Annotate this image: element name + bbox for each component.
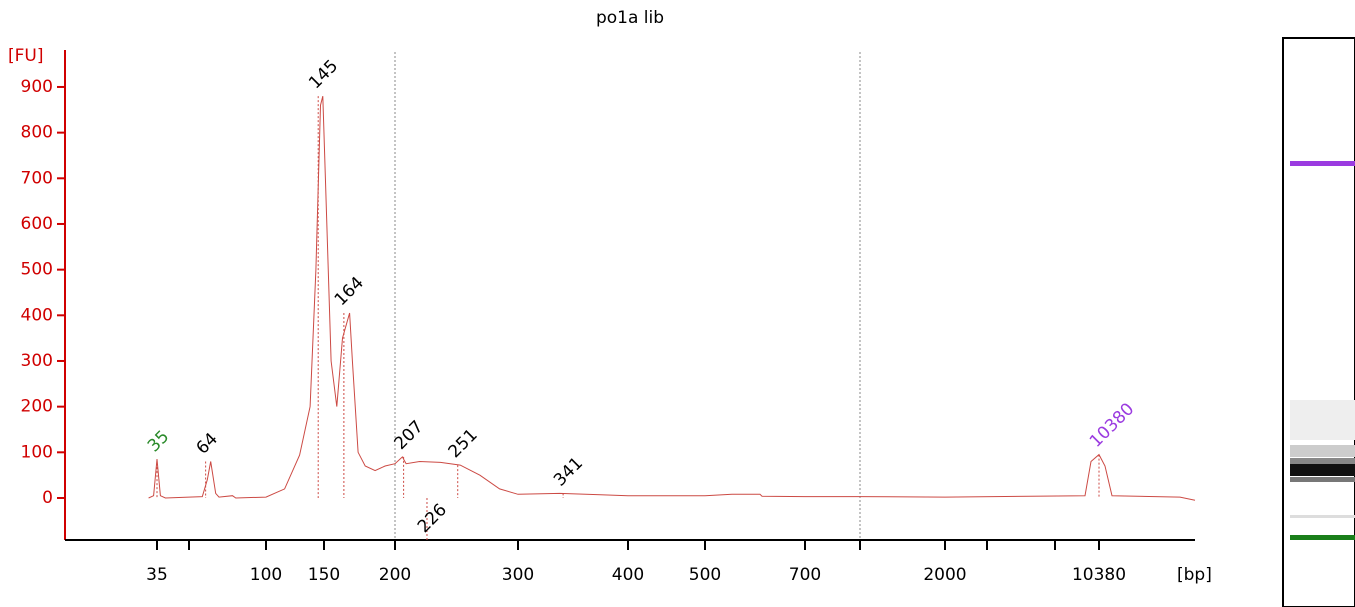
x-tick-label: 150 — [308, 565, 340, 585]
trace — [148, 95, 1196, 501]
y-tick-label: 700 — [21, 168, 53, 188]
peak-label: 64 — [193, 429, 222, 458]
peak-label: 226 — [414, 500, 451, 537]
y-tick-label: 500 — [21, 260, 53, 280]
y-tick-label: 300 — [21, 351, 53, 371]
chart-title: po1a lib — [596, 8, 664, 28]
y-tick-label: 600 — [21, 214, 53, 234]
x-tick-label: 10380 — [1072, 565, 1126, 585]
y-tick-label: 100 — [21, 442, 53, 462]
y-tick-label: 400 — [21, 305, 53, 325]
x-tick-label: 700 — [789, 565, 821, 585]
y-tick-label: 0 — [42, 488, 53, 508]
peak-label: 164 — [331, 273, 368, 310]
x-tick-label: 100 — [250, 565, 282, 585]
peak-label: 341 — [550, 453, 587, 490]
peak-label: 207 — [391, 417, 428, 454]
peak-label: 10380 — [1086, 399, 1138, 451]
y-tick-label: 200 — [21, 397, 53, 417]
x-tick-label: 35 — [146, 565, 168, 585]
x-axis-label: [bp] — [1177, 565, 1212, 585]
x-tick-label: 200 — [379, 565, 411, 585]
y-tick-label: 900 — [21, 77, 53, 97]
x-tick-label: 400 — [612, 565, 644, 585]
x-tick-label: 300 — [502, 565, 534, 585]
y-tick-label: 800 — [21, 123, 53, 143]
peak-label: 145 — [305, 56, 342, 93]
x-tick-label: 2000 — [923, 565, 966, 585]
x-tick-label: 500 — [689, 565, 721, 585]
y-axis-label: [FU] — [8, 46, 44, 66]
peak-label: 251 — [445, 425, 482, 462]
gel-image — [1282, 37, 1355, 607]
peak-label: 35 — [144, 427, 173, 456]
